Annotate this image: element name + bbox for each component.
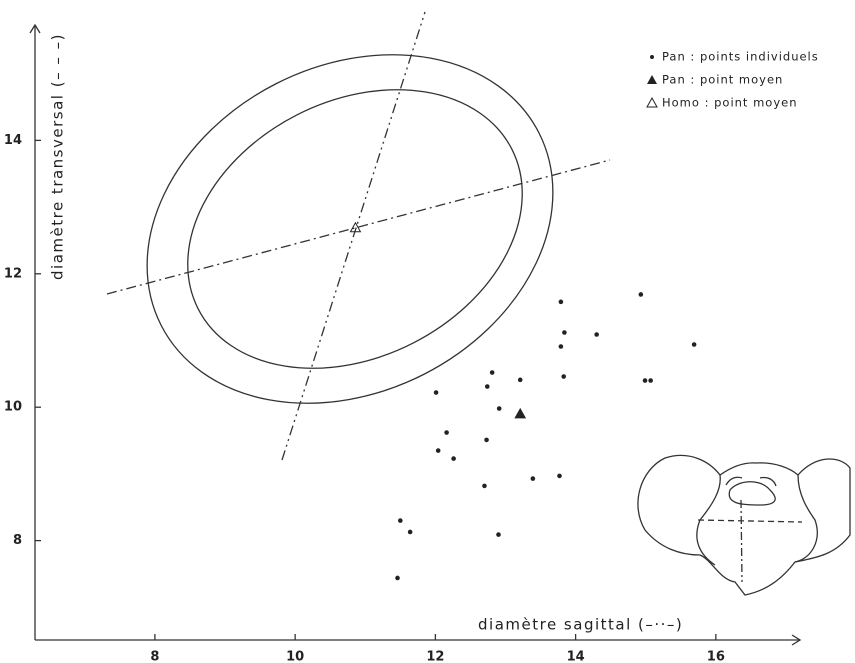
point [561, 374, 566, 379]
point [557, 474, 562, 479]
legend-marker [650, 55, 654, 59]
legend-marker [647, 98, 657, 107]
inner-ellipse [140, 35, 570, 423]
mean-point [515, 409, 525, 418]
y-tick-label: 8 [13, 533, 22, 548]
legend-label: Pan : points individuels [662, 50, 819, 64]
y-tick-label: 10 [4, 400, 22, 415]
x-axis-label: diamètre sagittal (–··–) [478, 616, 683, 634]
point [559, 300, 564, 305]
major-axis [107, 160, 610, 294]
point [518, 378, 523, 383]
point [559, 344, 564, 349]
point [408, 530, 413, 535]
point [490, 370, 495, 375]
point [484, 438, 489, 443]
point [482, 484, 487, 489]
y-axis-label: diamètre transversal (– – –) [49, 33, 67, 280]
x-tick-label: 8 [150, 650, 159, 663]
point [531, 476, 536, 481]
chart: diamètre sagittal (–··–) diamètre transv… [0, 0, 855, 663]
point [648, 378, 653, 383]
x-tick-label: 16 [707, 650, 725, 663]
outer-ellipse [87, 0, 613, 470]
x-tick-label: 12 [426, 650, 444, 663]
minor-axis [282, 12, 425, 460]
point [444, 430, 449, 435]
point [643, 378, 648, 383]
legend-label: Homo : point moyen [662, 96, 798, 110]
legend-label: Pan : point moyen [662, 73, 783, 87]
x-tick-label: 14 [567, 650, 585, 663]
x-tick-label: 10 [286, 650, 304, 663]
point [451, 456, 456, 461]
point [639, 292, 644, 297]
legend: Pan : points individuels Pan : point moy… [647, 50, 819, 110]
y-tick-label: 12 [4, 266, 22, 281]
point [562, 330, 567, 335]
point [434, 390, 439, 395]
pelvis-icon [638, 455, 850, 595]
point [496, 532, 501, 537]
y-tick-label: 14 [4, 133, 22, 148]
point [497, 406, 502, 411]
point [692, 342, 697, 347]
point [485, 384, 490, 389]
point [594, 332, 599, 337]
point [436, 448, 441, 453]
point [395, 576, 400, 581]
legend-marker [647, 75, 657, 84]
point [398, 518, 403, 523]
